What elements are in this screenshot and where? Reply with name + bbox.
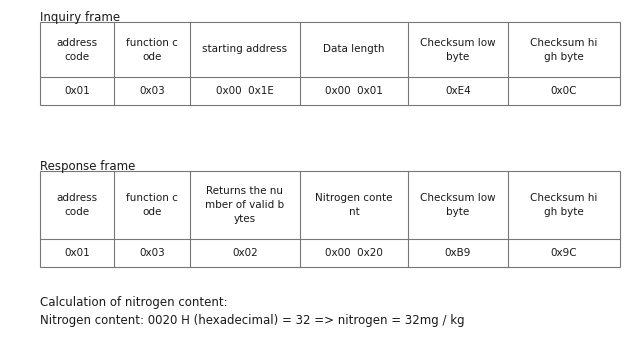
Text: 0x01: 0x01	[64, 248, 90, 258]
Text: Checksum low
byte: Checksum low byte	[420, 37, 496, 61]
Text: address
code: address code	[56, 193, 97, 217]
Text: 0xE4: 0xE4	[445, 86, 471, 96]
Text: 0x03: 0x03	[139, 86, 165, 96]
Text: Data length: Data length	[323, 45, 385, 55]
Text: Checksum low
byte: Checksum low byte	[420, 193, 496, 217]
Text: Checksum hi
gh byte: Checksum hi gh byte	[531, 193, 598, 217]
Text: 0x0C: 0x0C	[551, 86, 577, 96]
Text: address
code: address code	[56, 37, 97, 61]
Text: 0x01: 0x01	[64, 86, 90, 96]
Text: function c
ode: function c ode	[126, 37, 178, 61]
Text: Returns the nu
mber of valid b
ytes: Returns the nu mber of valid b ytes	[205, 186, 285, 224]
Text: Calculation of nitrogen content:: Calculation of nitrogen content:	[40, 296, 228, 309]
Text: Nitrogen conte
nt: Nitrogen conte nt	[316, 193, 393, 217]
Text: 0x00  0x1E: 0x00 0x1E	[216, 86, 274, 96]
Text: 0xB9: 0xB9	[445, 248, 471, 258]
Text: Inquiry frame: Inquiry frame	[40, 11, 120, 24]
Text: 0x02: 0x02	[232, 248, 258, 258]
Text: Checksum hi
gh byte: Checksum hi gh byte	[531, 37, 598, 61]
Text: starting address: starting address	[202, 45, 287, 55]
Text: Response frame: Response frame	[40, 160, 136, 173]
Text: 0x00  0x20: 0x00 0x20	[325, 248, 383, 258]
Bar	[40, 171, 620, 267]
Text: function c
ode: function c ode	[126, 193, 178, 217]
Text: 0x03: 0x03	[139, 248, 165, 258]
Bar	[40, 22, 620, 105]
Text: Nitrogen content: 0020 H (hexadecimal) = 32 => nitrogen = 32mg / kg: Nitrogen content: 0020 H (hexadecimal) =…	[40, 314, 465, 327]
Text: 0x9C: 0x9C	[550, 248, 577, 258]
Text: 0x00  0x01: 0x00 0x01	[325, 86, 383, 96]
